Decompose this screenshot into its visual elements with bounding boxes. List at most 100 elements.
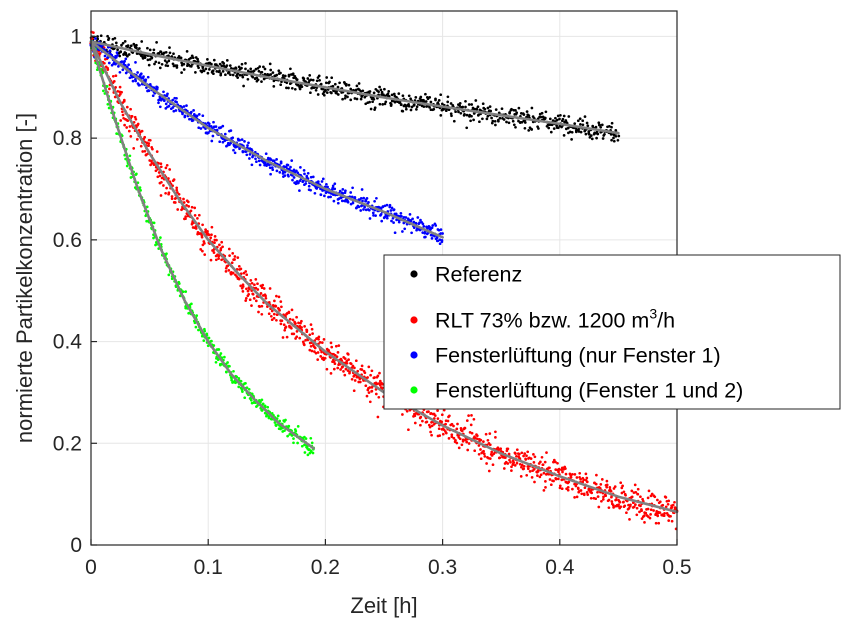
data-point bbox=[148, 83, 152, 86]
data-point bbox=[378, 102, 382, 106]
data-point bbox=[428, 96, 432, 99]
data-point bbox=[238, 138, 241, 142]
data-point bbox=[557, 470, 560, 474]
data-point bbox=[449, 112, 453, 116]
data-point bbox=[309, 78, 313, 82]
data-point bbox=[215, 238, 218, 242]
data-point bbox=[275, 73, 279, 77]
data-point bbox=[241, 149, 245, 153]
data-point bbox=[393, 231, 397, 235]
data-point bbox=[491, 463, 495, 467]
data-point bbox=[456, 422, 459, 426]
x-tick-label: 0.4 bbox=[545, 556, 575, 579]
data-point bbox=[656, 498, 659, 502]
data-point bbox=[490, 116, 493, 120]
data-point bbox=[123, 59, 126, 63]
data-point bbox=[487, 469, 491, 473]
data-point bbox=[486, 438, 490, 442]
data-point bbox=[360, 364, 364, 368]
x-tick-label: 0 bbox=[85, 556, 97, 579]
data-point bbox=[343, 373, 347, 377]
data-point bbox=[568, 130, 572, 134]
data-point bbox=[357, 82, 361, 85]
data-point bbox=[336, 201, 340, 205]
data-point bbox=[252, 297, 256, 300]
data-point bbox=[397, 92, 401, 95]
data-point bbox=[244, 381, 247, 385]
data-point bbox=[583, 115, 587, 118]
data-point bbox=[421, 419, 424, 423]
data-point bbox=[127, 129, 131, 133]
data-point bbox=[603, 132, 606, 136]
data-point bbox=[385, 203, 389, 207]
data-point bbox=[639, 495, 642, 499]
data-point bbox=[172, 52, 175, 56]
data-point bbox=[368, 217, 372, 220]
data-point bbox=[295, 330, 299, 333]
data-point bbox=[221, 140, 225, 144]
data-point bbox=[162, 184, 165, 187]
data-point bbox=[134, 117, 138, 121]
data-point bbox=[167, 59, 171, 63]
data-point bbox=[530, 476, 534, 479]
data-point bbox=[140, 129, 144, 133]
data-point bbox=[226, 361, 229, 364]
data-point bbox=[392, 208, 396, 211]
data-point bbox=[325, 91, 329, 94]
data-point bbox=[271, 304, 275, 307]
data-point bbox=[636, 487, 640, 491]
data-point bbox=[311, 451, 315, 455]
data-point bbox=[256, 282, 259, 286]
data-point bbox=[158, 174, 162, 178]
data-point bbox=[463, 113, 466, 116]
data-point bbox=[260, 312, 264, 316]
data-point bbox=[194, 325, 198, 329]
data-point bbox=[556, 461, 559, 465]
data-point bbox=[381, 382, 385, 386]
fit-line bbox=[89, 40, 679, 514]
data-point bbox=[123, 123, 126, 127]
data-point bbox=[164, 102, 168, 106]
data-point bbox=[293, 87, 297, 91]
data-point bbox=[247, 292, 251, 296]
data-point bbox=[303, 451, 307, 454]
data-point bbox=[214, 125, 218, 128]
data-point bbox=[347, 358, 350, 361]
data-point bbox=[287, 167, 291, 171]
data-point bbox=[304, 338, 307, 342]
data-point bbox=[275, 318, 278, 322]
data-point bbox=[284, 418, 287, 422]
data-point bbox=[664, 496, 668, 499]
data-point bbox=[164, 166, 168, 170]
data-point bbox=[150, 56, 154, 60]
data-point bbox=[523, 452, 527, 455]
data-point bbox=[303, 325, 306, 328]
data-point bbox=[569, 475, 573, 479]
data-point bbox=[261, 283, 265, 287]
data-point bbox=[388, 205, 392, 209]
data-point bbox=[435, 236, 439, 240]
data-point bbox=[206, 229, 209, 233]
data-point bbox=[638, 510, 641, 514]
data-point bbox=[464, 105, 467, 109]
data-point bbox=[562, 114, 566, 118]
data-point bbox=[159, 194, 163, 197]
data-point bbox=[455, 427, 459, 431]
data-point bbox=[272, 312, 276, 316]
data-point bbox=[166, 92, 169, 96]
data-point bbox=[446, 100, 450, 104]
data-point bbox=[619, 481, 623, 485]
data-point bbox=[223, 139, 227, 142]
data-point bbox=[235, 375, 239, 379]
data-point bbox=[139, 72, 143, 76]
data-point bbox=[430, 424, 434, 428]
data-point bbox=[164, 191, 167, 195]
data-point bbox=[129, 107, 132, 111]
data-point bbox=[297, 321, 300, 325]
data-point bbox=[248, 157, 251, 160]
data-point bbox=[103, 54, 107, 58]
data-point bbox=[194, 71, 197, 74]
data-point bbox=[175, 64, 179, 67]
data-point bbox=[639, 504, 642, 508]
data-point bbox=[608, 485, 612, 489]
